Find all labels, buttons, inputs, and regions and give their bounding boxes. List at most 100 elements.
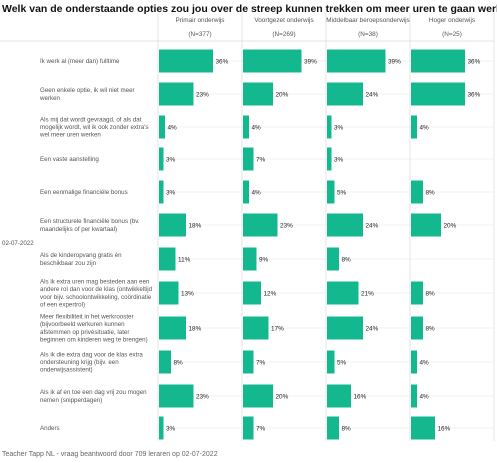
bar <box>159 115 165 139</box>
bar <box>159 416 164 440</box>
value-label: 4% <box>252 189 262 196</box>
value-label: 36% <box>468 91 481 98</box>
value-label: 3% <box>334 124 344 131</box>
series-name: Middelbaar beroepsonderwijs <box>326 17 409 24</box>
bar <box>243 316 269 340</box>
value-label: 8% <box>342 256 352 263</box>
value-label: 16% <box>354 393 367 400</box>
category-label: Een vaste aanstelling <box>40 156 99 163</box>
value-label: 4% <box>252 124 262 131</box>
value-label: 7% <box>256 359 266 366</box>
value-label: 13% <box>181 290 194 297</box>
value-label: 24% <box>366 222 379 229</box>
bar <box>411 82 465 106</box>
bar <box>159 281 179 305</box>
bar <box>159 247 176 271</box>
bar <box>411 115 417 139</box>
value-label: 20% <box>276 91 289 98</box>
date-label: 02-07-2022 <box>2 240 34 247</box>
value-label: 7% <box>256 156 266 163</box>
value-label: 20% <box>276 393 289 400</box>
value-label: 3% <box>166 156 176 163</box>
value-label: 4% <box>420 393 430 400</box>
bar <box>411 281 423 305</box>
value-label: 36% <box>468 58 481 65</box>
value-label: 7% <box>256 425 266 432</box>
category-label: Een eenmalige financiële bonus <box>40 189 128 196</box>
bar <box>327 384 351 408</box>
bar <box>327 316 363 340</box>
value-label: 4% <box>420 124 430 131</box>
value-label: 4% <box>168 124 178 131</box>
series-name: Voortgezet onderwijs <box>254 17 313 24</box>
bar <box>243 82 273 106</box>
series-name: Primair onderwijs <box>175 17 224 24</box>
bar <box>243 49 302 73</box>
value-label: 8% <box>174 359 184 366</box>
bar <box>243 416 254 440</box>
value-label: 5% <box>337 189 347 196</box>
category-label: Als ik af en toe een dag vrij zou mogen n… <box>40 389 147 404</box>
value-label: 23% <box>196 91 209 98</box>
value-label: 21% <box>361 290 374 297</box>
series-n-label: (N=38) <box>358 31 378 38</box>
bar <box>159 147 164 171</box>
value-label: 9% <box>259 256 269 263</box>
value-label: 23% <box>196 393 209 400</box>
bar <box>243 147 254 171</box>
value-label: 8% <box>426 290 436 297</box>
bar <box>411 350 417 374</box>
bar <box>327 115 332 139</box>
bar <box>411 180 423 204</box>
bar <box>159 49 213 73</box>
category-label: Als de kinderopvang gratis én beschikbaar… <box>40 252 122 267</box>
bar <box>243 247 257 271</box>
value-label: 36% <box>216 58 229 65</box>
bar <box>159 350 171 374</box>
bar <box>327 213 363 237</box>
bar <box>243 281 261 305</box>
category-label: Geen enkele optie, ik wil niet meer werke… <box>39 87 135 102</box>
category-label: Als ik die extra dag voor de klas extra o… <box>40 351 143 373</box>
bar <box>243 180 249 204</box>
bar <box>327 247 339 271</box>
value-label: 39% <box>388 58 401 65</box>
category-label: Meer flexibiliteit in het werkrooster (bi… <box>40 314 148 344</box>
bar <box>411 213 441 237</box>
bar <box>411 384 417 408</box>
category-label: Ik werk al (meer dan) fulltime <box>40 58 120 65</box>
value-label: 20% <box>444 222 457 229</box>
value-label: 39% <box>304 58 317 65</box>
bar <box>159 384 194 408</box>
value-label: 18% <box>189 325 202 332</box>
value-label: 11% <box>178 256 191 263</box>
bar <box>327 147 332 171</box>
value-label: 8% <box>342 425 352 432</box>
value-label: 16% <box>438 425 451 432</box>
bar <box>159 213 186 237</box>
value-label: 12% <box>264 290 277 297</box>
bar <box>159 316 186 340</box>
value-label: 18% <box>189 222 202 229</box>
category-label: Als ik extra uren mag besteden aan een an… <box>40 279 153 309</box>
bar <box>243 115 249 139</box>
bar <box>327 416 339 440</box>
category-label: Anders <box>40 425 60 432</box>
value-label: 3% <box>334 156 344 163</box>
value-label: 8% <box>426 325 436 332</box>
value-label: 8% <box>426 189 436 196</box>
value-label: 3% <box>166 425 176 432</box>
bar <box>243 384 273 408</box>
bar <box>411 416 435 440</box>
value-label: 17% <box>271 325 284 332</box>
series-n-label: (N=269) <box>272 31 295 38</box>
bar <box>243 350 254 374</box>
bar <box>411 49 465 73</box>
bar <box>243 213 278 237</box>
bar <box>327 281 359 305</box>
bar <box>411 316 423 340</box>
value-label: 3% <box>166 189 176 196</box>
category-label: Als mij dat wordt gevraagd, of als dat mo… <box>39 116 148 138</box>
value-label: 23% <box>280 222 293 229</box>
